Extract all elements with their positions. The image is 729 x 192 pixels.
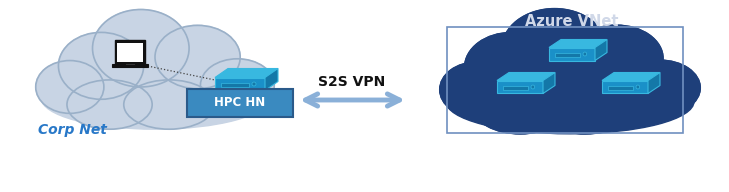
Ellipse shape (464, 33, 558, 103)
Polygon shape (215, 69, 278, 78)
Ellipse shape (536, 82, 635, 134)
Ellipse shape (67, 80, 152, 129)
Bar (607, 86, 633, 90)
Ellipse shape (93, 10, 189, 87)
FancyBboxPatch shape (187, 89, 293, 117)
Ellipse shape (42, 68, 268, 129)
Polygon shape (648, 73, 660, 94)
Text: Corp Net: Corp Net (38, 123, 106, 137)
Bar (555, 53, 580, 57)
Text: HPC HN: HPC HN (214, 96, 265, 109)
Polygon shape (602, 80, 648, 94)
Polygon shape (549, 47, 595, 60)
Ellipse shape (252, 82, 256, 86)
Ellipse shape (200, 59, 274, 112)
Polygon shape (602, 73, 660, 80)
Ellipse shape (58, 32, 144, 99)
Ellipse shape (502, 9, 607, 90)
Bar (125, 64, 134, 65)
Polygon shape (549, 40, 607, 47)
Ellipse shape (440, 62, 514, 117)
Ellipse shape (124, 80, 214, 129)
Polygon shape (497, 80, 543, 94)
Bar (112, 64, 148, 67)
Ellipse shape (446, 69, 694, 134)
Text: Azure VNet: Azure VNet (526, 15, 619, 30)
Polygon shape (497, 73, 555, 80)
Ellipse shape (155, 25, 240, 89)
Polygon shape (265, 69, 278, 90)
Bar (221, 83, 249, 87)
Ellipse shape (531, 85, 534, 89)
Polygon shape (543, 73, 555, 94)
Bar (115, 40, 145, 64)
Ellipse shape (636, 85, 640, 89)
Ellipse shape (570, 25, 663, 91)
Ellipse shape (583, 52, 587, 56)
Text: S2S VPN: S2S VPN (319, 75, 386, 89)
Bar (117, 43, 143, 62)
Polygon shape (215, 78, 265, 90)
Ellipse shape (36, 60, 104, 113)
Bar (502, 86, 528, 90)
Ellipse shape (620, 60, 700, 115)
Ellipse shape (474, 82, 567, 134)
Polygon shape (595, 40, 607, 60)
